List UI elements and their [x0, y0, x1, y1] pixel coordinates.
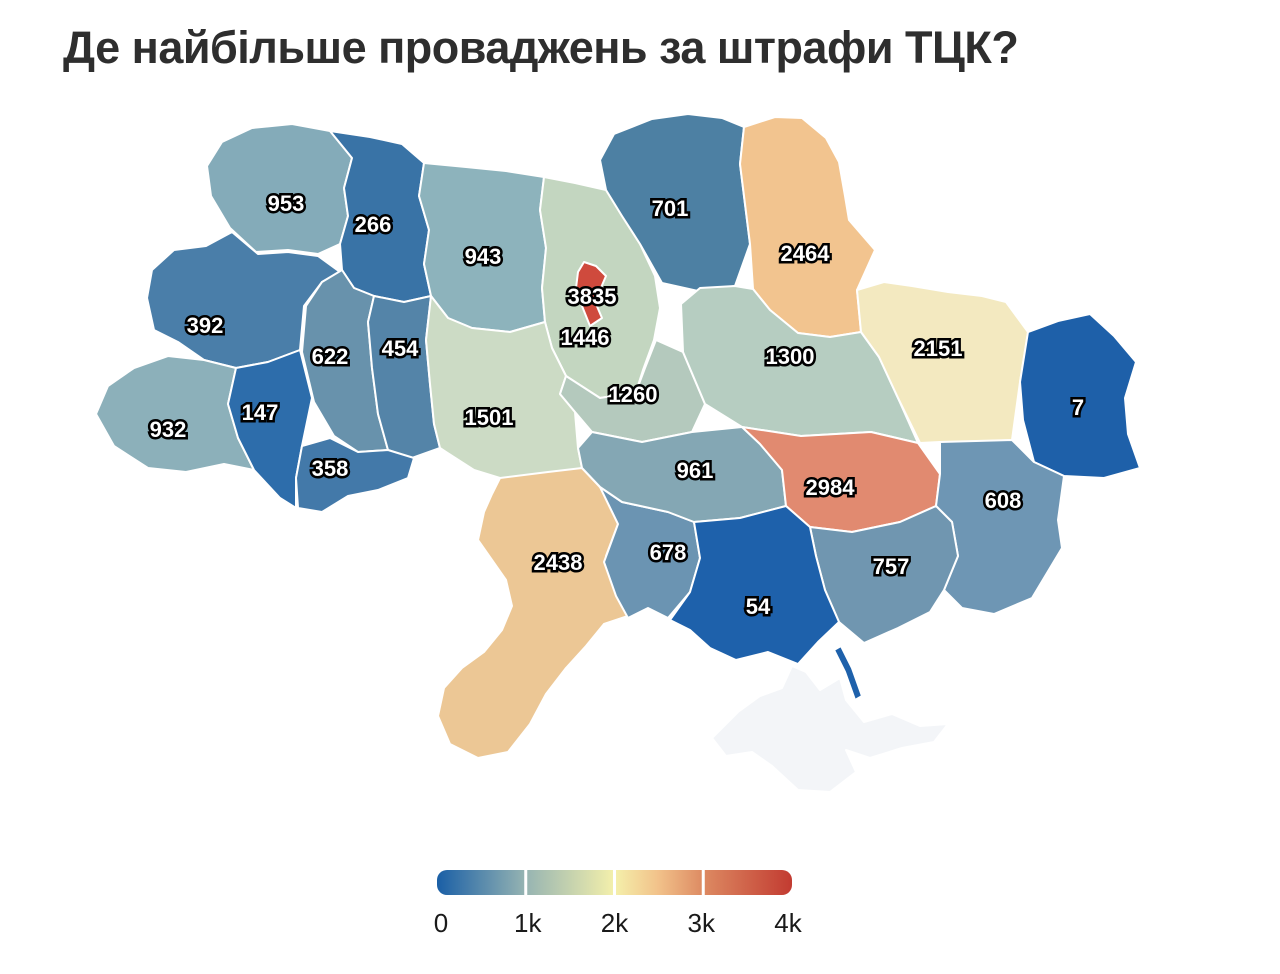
region-kherson	[669, 505, 863, 701]
region-donetsk	[935, 439, 1065, 615]
region-value-label-zakarpattia: 932	[150, 417, 187, 442]
region-crimea	[711, 665, 949, 793]
region-kharkiv	[856, 281, 1029, 444]
region-value-label-odesa: 2438	[534, 550, 583, 575]
legend-tick-1k: 1k	[514, 908, 542, 938]
region-value-label-kirovohrad: 961	[677, 458, 714, 483]
region-luhansk	[1019, 313, 1141, 479]
region-value-label-chernivtsi: 358	[312, 456, 349, 481]
region-value-label-cherkasy: 1260	[609, 382, 658, 407]
chart-title: Де найбільше проваджень за штрафи ТЦК?	[63, 22, 1019, 73]
region-value-label-kyiv-oblast: 1446	[561, 325, 610, 350]
region-value-label-mykolaiv: 678	[650, 540, 687, 565]
legend-tick-labels: 0 1k 2k 3k 4k	[434, 908, 803, 938]
legend-divider	[524, 870, 528, 895]
region-value-label-dnipropetrovsk: 2984	[806, 475, 856, 500]
region-value-label-zhytomyr: 943	[465, 244, 502, 269]
legend-tick-0: 0	[434, 908, 448, 938]
region-value-label-rivne: 266	[355, 212, 392, 237]
legend-tick-3k: 3k	[688, 908, 716, 938]
region-value-label-chernihiv: 701	[652, 196, 689, 221]
region-labels-layer: 953 266 943 1446 701 2464 392 622 454 1501 1260 130…	[147, 189, 1086, 622]
region-value-label-zaporizhzhia: 757	[873, 554, 910, 579]
legend-tick-2k: 2k	[601, 908, 629, 938]
regions-layer	[95, 113, 1141, 793]
region-value-label-ivano-frankivsk: 147	[242, 400, 279, 425]
legend-dividers	[524, 870, 705, 895]
region-value-label-poltava: 1300	[766, 344, 815, 369]
region-kyiv-city	[575, 261, 609, 327]
region-chernivtsi	[295, 437, 415, 513]
legend-tick-4k: 4k	[774, 908, 802, 938]
region-value-label-ternopil: 622	[312, 344, 349, 369]
region-value-label-vinnytsia: 1501	[465, 405, 514, 430]
region-value-label-lviv: 392	[187, 313, 224, 338]
legend-divider	[613, 870, 616, 895]
region-value-label-sumy: 2464	[781, 241, 831, 266]
legend: 0 1k 2k 3k 4k	[434, 870, 803, 938]
region-value-label-kherson: 54	[746, 594, 771, 619]
region-value-label-volyn: 953	[268, 191, 305, 216]
region-lviv	[146, 231, 341, 369]
region-value-label-kyiv-city: 3835	[568, 284, 617, 309]
legend-divider	[701, 870, 705, 895]
region-value-label-luhansk: 7	[1072, 395, 1084, 420]
region-odesa	[437, 467, 629, 759]
region-value-label-donetsk: 608	[985, 488, 1022, 513]
region-value-label-kharkiv: 2151	[914, 336, 963, 361]
region-value-label-khmelnytskyi: 454	[382, 336, 419, 361]
